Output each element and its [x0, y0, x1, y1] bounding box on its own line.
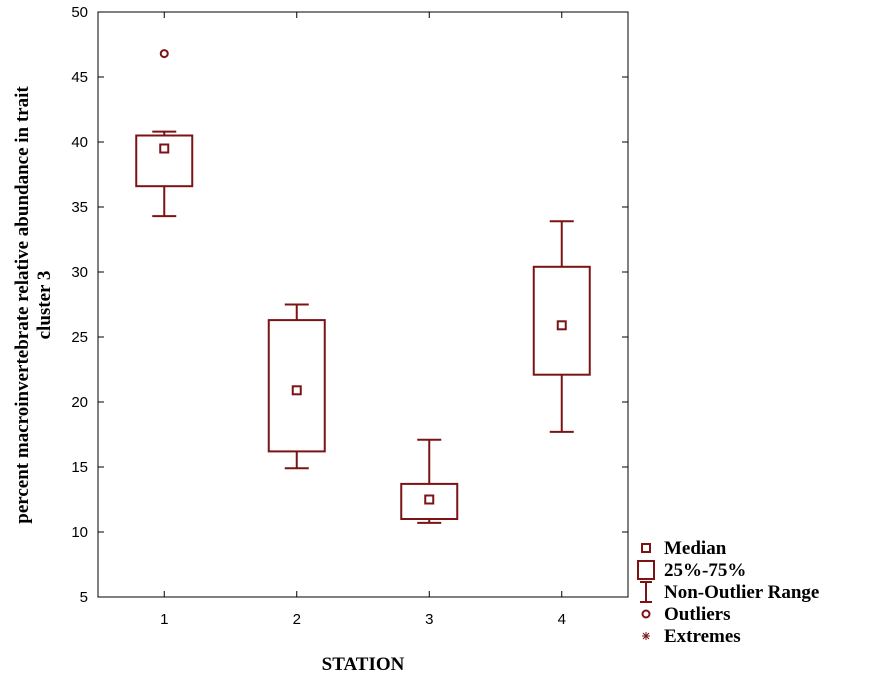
legend-item-range: Non-Outlier Range	[640, 581, 819, 603]
x-tick-label: 1	[160, 611, 168, 628]
legend-label: 25%-75%	[664, 560, 746, 581]
legend-item-extreme: Extremes	[642, 626, 741, 647]
median-marker	[556, 320, 567, 331]
median-marker	[159, 143, 170, 154]
legend-extreme-symbol	[642, 632, 650, 640]
iqr-box	[532, 265, 591, 376]
x-tick-label: 3	[425, 611, 433, 628]
box-station-4	[532, 220, 591, 433]
y-tick-label: 35	[71, 199, 88, 216]
legend-item-box: 25%-75%	[637, 560, 746, 581]
y-tick-label: 15	[71, 459, 88, 476]
legend-item-median: Median	[641, 538, 727, 559]
median-marker	[291, 385, 302, 396]
plot-frame	[97, 11, 629, 598]
y-axis-title-line-1: percent macroinvertebrate relative abund…	[12, 86, 33, 524]
x-tick-label: 2	[293, 611, 301, 628]
outlier-marker	[159, 49, 169, 59]
y-tick-label: 25	[71, 329, 88, 346]
median-marker	[424, 494, 435, 505]
legend-item-outlier: Outliers	[641, 604, 731, 625]
legend-label: Outliers	[664, 604, 731, 625]
iqr-box	[267, 319, 326, 453]
legend-label: Extremes	[664, 626, 741, 647]
y-axis-title: percent macroinvertebrate relative abund…	[12, 86, 55, 524]
box-station-1	[135, 49, 194, 218]
x-axis-title: STATION	[322, 654, 405, 675]
box-station-3	[400, 438, 459, 524]
legend-box-symbol	[637, 560, 655, 580]
legend-label: Median	[664, 538, 727, 559]
iqr-box	[135, 134, 194, 188]
y-axis: 5 10 15 20 25 30 35 40 45 50	[71, 4, 628, 606]
y-axis-title-line-2: cluster 3	[34, 271, 55, 340]
y-tick-label: 10	[71, 524, 88, 541]
x-axis: 1 2 3 4	[160, 12, 566, 628]
y-tick-label: 45	[71, 69, 88, 86]
x-tick-label: 4	[558, 611, 566, 628]
y-tick-label: 40	[71, 134, 88, 151]
box-station-2	[267, 303, 326, 470]
y-tick-label: 50	[71, 4, 88, 21]
y-tick-label: 20	[71, 394, 88, 411]
iqr-box	[400, 482, 459, 520]
boxes	[135, 49, 591, 524]
legend-outlier-symbol	[641, 609, 651, 619]
y-tick-label: 30	[71, 264, 88, 281]
legend-median-symbol	[641, 543, 651, 553]
legend-label: Non-Outlier Range	[664, 582, 819, 603]
y-tick-label: 5	[80, 589, 88, 606]
